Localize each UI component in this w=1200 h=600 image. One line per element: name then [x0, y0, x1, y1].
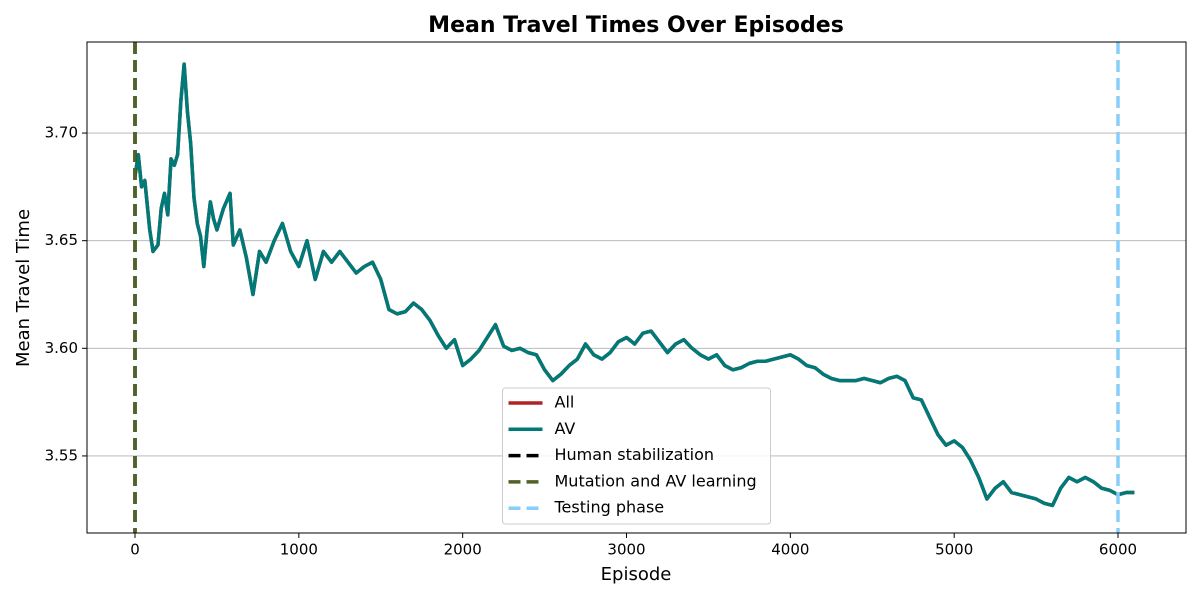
x-tick-label: 6000: [1099, 541, 1137, 559]
y-tick-label: 3.55: [45, 446, 78, 464]
legend-label: All: [555, 393, 575, 412]
x-tick-label: 2000: [444, 541, 482, 559]
x-tick-label: 5000: [935, 541, 973, 559]
legend-label: AV: [555, 419, 576, 438]
y-tick-label: 3.65: [45, 231, 78, 249]
y-tick-label: 3.60: [45, 339, 78, 357]
legend-label: Mutation and AV learning: [555, 471, 757, 490]
plot-frame: [86, 41, 1187, 534]
y-tick-label: 3.70: [45, 124, 78, 142]
x-tick-label: 3000: [607, 541, 645, 559]
legend-frame: [502, 387, 771, 525]
x-axis-label: Episode: [601, 564, 672, 585]
legend-label: Human stabilization: [555, 445, 715, 464]
x-tick-label: 4000: [771, 541, 809, 559]
legend: All AV Human stabilization Mutation and AV …: [502, 387, 771, 525]
line-series: [133, 62, 1135, 508]
x-tick-label: 1000: [280, 541, 318, 559]
y-axis-label: Mean Travel Time: [13, 209, 34, 367]
x-tick-label: 0: [130, 541, 140, 559]
chart-title: Mean Travel Times Over Episodes: [428, 13, 844, 38]
legend-label: Testing phase: [554, 498, 665, 517]
